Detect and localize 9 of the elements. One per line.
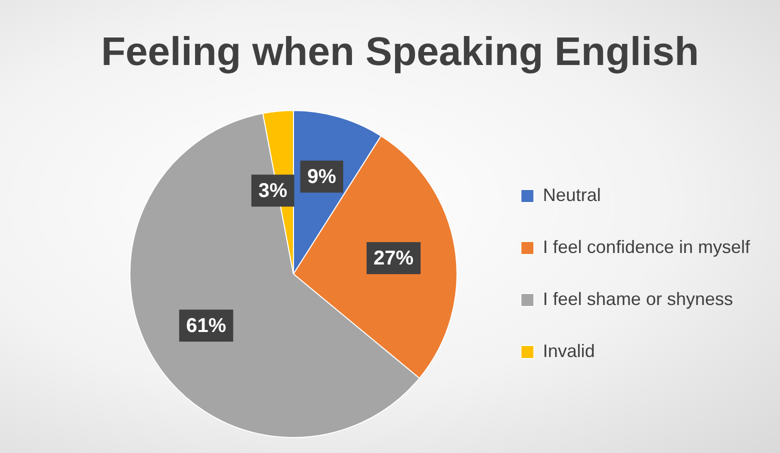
legend-label: I feel shame or shyness [542, 288, 733, 309]
legend-label: Neutral [542, 184, 601, 205]
data-label: 3% [258, 180, 288, 202]
data-label: 61% [186, 315, 226, 338]
legend-label: I feel confidence in myself [542, 236, 751, 257]
legend-label: Invalid [542, 340, 595, 361]
data-label: 9% [307, 166, 336, 188]
chart-title: Feeling when Speaking English [100, 30, 700, 75]
data-label: 27% [374, 248, 414, 270]
